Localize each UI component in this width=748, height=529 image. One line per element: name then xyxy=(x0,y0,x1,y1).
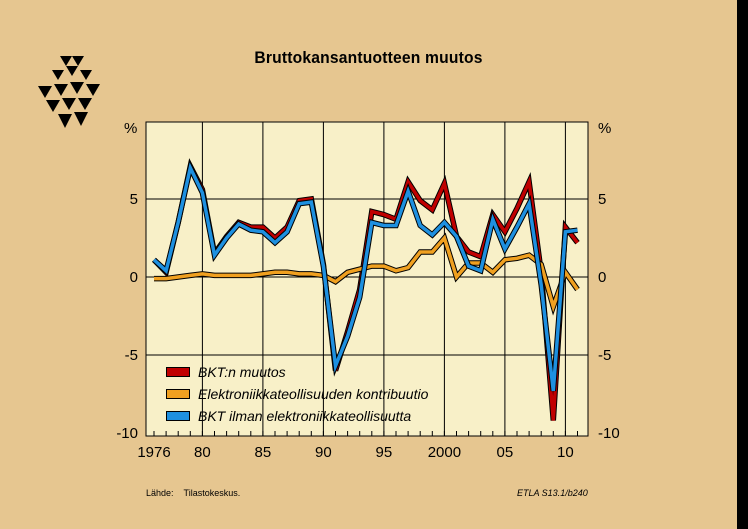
plot-border xyxy=(145,121,589,437)
x-tick-label: 85 xyxy=(255,444,272,461)
x-tick-label: 2000 xyxy=(428,444,461,461)
y-tick-label-right: -10 xyxy=(598,425,620,442)
chart-title: Bruttokansantuotteen muutos xyxy=(254,48,483,67)
x-tick-label: 95 xyxy=(376,444,393,461)
series-line-3 xyxy=(152,162,578,392)
etla-logo-icon xyxy=(38,56,100,128)
source-note: Lähde: Tilastokeskus. xyxy=(146,488,250,498)
legend-item: Elektroniikkateollisuuden kontribuutio xyxy=(166,385,428,403)
plot-area xyxy=(146,122,588,436)
legend-swatch xyxy=(166,389,190,399)
source-label: Lähde: xyxy=(146,488,174,498)
y-axis-unit-right: % xyxy=(598,120,612,137)
y-tick-label-left: -10 xyxy=(116,425,138,442)
x-tick-label: 1976 xyxy=(137,444,170,461)
y-tick-label-left: 0 xyxy=(130,269,138,286)
y-tick-label-right: -5 xyxy=(598,347,611,364)
y-tick-label-left: -5 xyxy=(125,347,138,364)
y-axis-unit-left: % xyxy=(124,120,138,137)
legend-label: Elektroniikkateollisuuden kontribuutio xyxy=(198,386,429,402)
y-tick-label-right: 0 xyxy=(598,269,606,286)
y-tick-label-left: 5 xyxy=(130,191,138,208)
legend-item: BKT:n muutos xyxy=(166,363,286,381)
right-border xyxy=(737,0,748,529)
legend-swatch xyxy=(166,411,190,421)
x-tick-label: 10 xyxy=(557,444,574,461)
x-tick-label: 90 xyxy=(315,444,332,461)
legend-swatch xyxy=(166,367,190,377)
legend-label: BKT:n muutos xyxy=(198,364,286,380)
chart-code: ETLA S13.1/b240 xyxy=(517,488,588,498)
x-tick-label: 05 xyxy=(497,444,514,461)
y-tick-label-right: 5 xyxy=(598,191,606,208)
source-value: Tilastokeskus. xyxy=(183,488,241,498)
legend-item: BKT ilman elektroniikkateollisuutta xyxy=(166,407,411,425)
legend-label: BKT ilman elektroniikkateollisuutta xyxy=(198,408,412,424)
x-tick-label: 80 xyxy=(194,444,211,461)
